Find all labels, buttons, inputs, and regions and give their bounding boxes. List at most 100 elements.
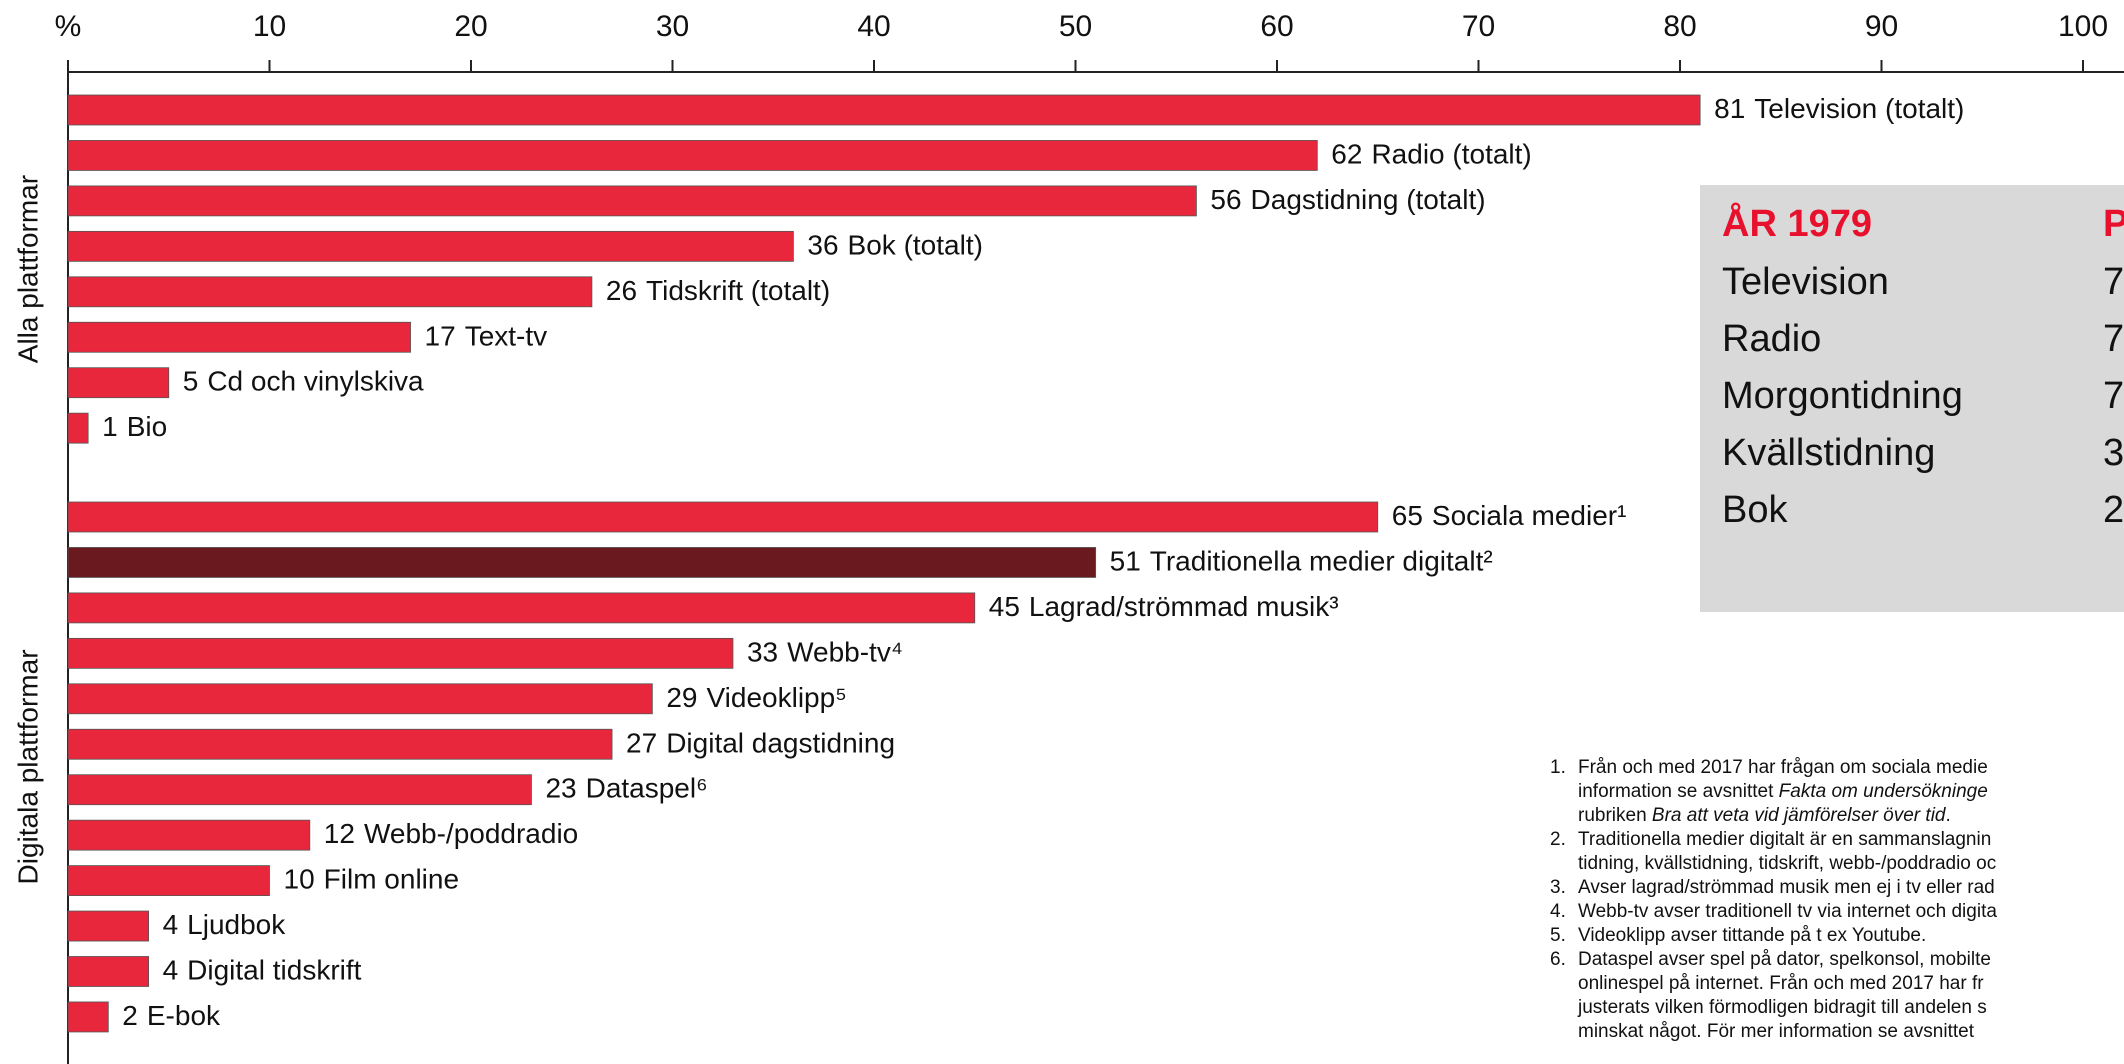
- value-label: 65: [1392, 500, 1423, 531]
- bar-label: 65 Sociala medier¹: [1392, 500, 1627, 531]
- table-cell: 7: [2103, 375, 2124, 417]
- bar: [67, 774, 532, 806]
- footnote-line: Avser lagrad/strömmad musik men ej i tv …: [1578, 877, 1995, 898]
- footnote-line: Från och med 2017 har frågan om sociala …: [1578, 757, 1988, 778]
- table-cell: Kvällstidning: [1722, 432, 1935, 474]
- bar-label: 29 Videoklipp⁵: [666, 682, 846, 713]
- category-label: Radio (totalt): [1371, 139, 1531, 170]
- footnote-number: 4.: [1550, 901, 1566, 922]
- value-label: 36: [807, 230, 838, 261]
- footnote-line: rubriken Bra att veta vid jämförelser öv…: [1578, 805, 1951, 826]
- table-header: P: [2103, 203, 2124, 245]
- table-cell: 7: [2103, 261, 2124, 303]
- bar: [67, 865, 270, 896]
- bar: [67, 819, 311, 851]
- bar: [67, 637, 734, 669]
- footnote-text: Traditionella medier digitalt är en samm…: [1578, 829, 1991, 850]
- footnote-text: justerats vilken förmodligen bidragit ti…: [1577, 997, 1987, 1018]
- footnote-text: Bra att veta vid jämförelser över tid: [1652, 805, 1947, 826]
- footnote-line: minskat något. För mer information se av…: [1578, 1021, 1975, 1042]
- table-cell: Television: [1722, 261, 1889, 303]
- bar-label: 62 Radio (totalt): [1331, 139, 1531, 170]
- category-label: Dagstidning (totalt): [1251, 184, 1486, 215]
- bar-label: 33 Webb-tv⁴: [747, 637, 903, 668]
- bar: [67, 185, 1197, 217]
- footnote-line: Dataspel avser spel på dator, spelkonsol…: [1578, 949, 1991, 970]
- footnote-text: Videoklipp avser tittande på t ex Youtub…: [1578, 925, 1926, 946]
- bar-label: 23 Dataspel⁶: [545, 773, 707, 804]
- value-label: 17: [425, 321, 456, 352]
- footnote-line: justerats vilken förmodligen bidragit ti…: [1577, 997, 1987, 1018]
- footnote-number: 5.: [1550, 925, 1566, 946]
- category-label: Tidskrift (totalt): [646, 275, 830, 306]
- x-tick-label: 40: [857, 10, 890, 43]
- bar: [67, 94, 1701, 126]
- value-label: 33: [747, 637, 778, 668]
- bar-label: 81 Television (totalt): [1714, 93, 1964, 124]
- value-label: 45: [989, 591, 1020, 622]
- bar: [67, 956, 149, 987]
- footnote-text: tidning, kvällstidning, tidskrift, webb-…: [1578, 853, 1996, 874]
- footnote-line: information se avsnittet Fakta om unders…: [1578, 781, 1988, 802]
- bar-label: 2 E-bok: [122, 1000, 221, 1031]
- category-label: Television (totalt): [1754, 93, 1964, 124]
- category-label: Digital dagstidning: [666, 728, 895, 759]
- value-label: 27: [626, 728, 657, 759]
- bar-label: 45 Lagrad/strömmad musik³: [989, 591, 1339, 622]
- bar-label: 27 Digital dagstidning: [626, 728, 895, 759]
- category-label: Bok (totalt): [848, 230, 983, 261]
- bar-label: 4 Ljudbok: [163, 909, 287, 940]
- category-label: Lagrad/strömmad musik³: [1029, 591, 1339, 622]
- footnote-line: onlinespel på internet. Från och med 201…: [1578, 973, 1984, 994]
- category-label: Ljudbok: [187, 909, 286, 940]
- x-tick-label: 80: [1663, 10, 1696, 43]
- value-label: 51: [1110, 546, 1141, 577]
- value-label: 2: [122, 1000, 138, 1031]
- category-label: Dataspel⁶: [586, 773, 708, 804]
- bar: [67, 276, 593, 308]
- value-label: 1: [102, 412, 118, 443]
- x-tick-label: 90: [1865, 10, 1898, 43]
- bar: [67, 321, 411, 353]
- x-tick-label: 20: [454, 10, 487, 43]
- footnote-text: onlinespel på internet. Från och med 201…: [1578, 973, 1984, 994]
- bar: [67, 683, 653, 715]
- footnote-number: 6.: [1550, 949, 1566, 970]
- bar-label: 56 Dagstidning (totalt): [1210, 184, 1485, 215]
- footnote-line: Webb-tv avser traditionell tv via intern…: [1578, 901, 1997, 922]
- x-tick-label: 70: [1462, 10, 1495, 43]
- value-label: 29: [666, 682, 697, 713]
- bar-label: 36 Bok (totalt): [807, 230, 983, 261]
- x-tick-label: 60: [1260, 10, 1293, 43]
- bar: [67, 728, 613, 760]
- table-cell: Radio: [1722, 318, 1821, 360]
- category-label: Webb-tv⁴: [787, 637, 903, 668]
- table-header: ÅR 1979: [1722, 201, 1872, 245]
- bar: [67, 367, 170, 399]
- value-label: 62: [1331, 139, 1362, 170]
- bar: [67, 547, 1097, 578]
- table-cell: 7: [2103, 318, 2124, 360]
- footnote-text: information se avsnittet: [1578, 781, 1779, 802]
- info-box: [1700, 185, 2124, 612]
- group-label: Alla plattformar: [12, 175, 43, 363]
- footnote-line: Videoklipp avser tittande på t ex Youtub…: [1578, 925, 1926, 946]
- category-label: Traditionella medier digitalt²: [1150, 546, 1493, 577]
- bar: [67, 412, 89, 444]
- footnote-number: 1.: [1550, 757, 1566, 778]
- bar-label: 10 Film online: [284, 864, 460, 895]
- table-cell: Morgontidning: [1722, 375, 1963, 417]
- bar-label: 12 Webb-/poddradio: [324, 819, 578, 850]
- value-label: 12: [324, 819, 355, 850]
- bar-label: 51 Traditionella medier digitalt²: [1110, 546, 1493, 577]
- category-label: Cd och vinylskiva: [207, 366, 424, 397]
- footnote-text: minskat något. För mer information se av…: [1578, 1021, 1975, 1042]
- bar: [67, 592, 976, 624]
- bar: [67, 1001, 109, 1033]
- bar: [67, 501, 1379, 533]
- bar: [67, 140, 1318, 171]
- category-label: Text-tv: [465, 321, 547, 352]
- value-label: 23: [545, 773, 576, 804]
- bar-label: 1 Bio: [102, 412, 167, 443]
